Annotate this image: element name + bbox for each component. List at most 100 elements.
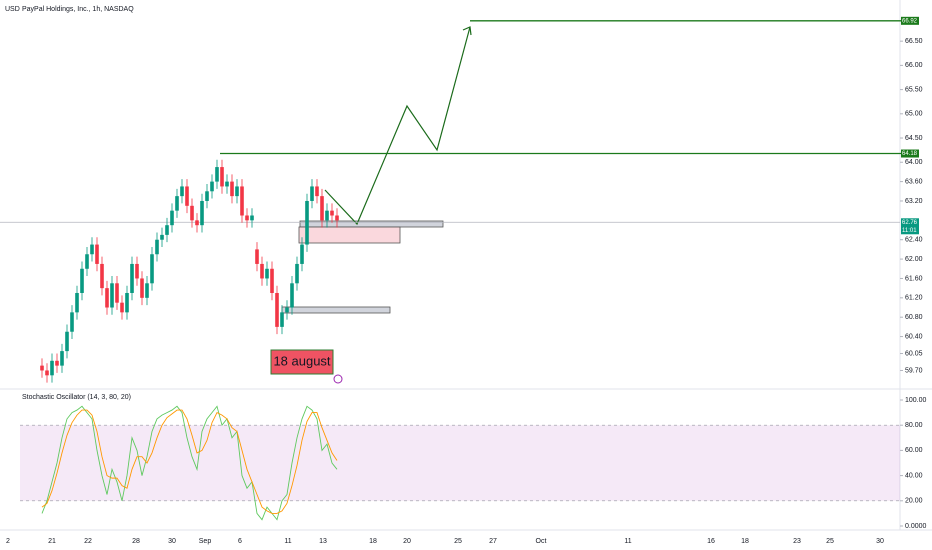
y-tick-label: 66.50 — [905, 38, 923, 45]
last-price-label: 62.76 — [902, 220, 918, 226]
candle-body — [165, 225, 169, 235]
candle-body — [280, 312, 284, 327]
candle-body — [250, 215, 254, 221]
candle-body — [335, 215, 339, 221]
candle-body — [55, 360, 59, 366]
x-tick-label: 11 — [284, 538, 291, 545]
x-tick-label: 22 — [84, 538, 92, 545]
x-tick-label: 2 — [6, 538, 10, 545]
candle-body — [95, 244, 99, 264]
level-tag — [901, 16, 919, 25]
y-tick-label: 65.00 — [905, 111, 923, 118]
y-tick-label: 60.40 — [905, 333, 923, 340]
x-tick-label: 21 — [48, 538, 56, 545]
candle-body — [135, 263, 139, 279]
candle-body — [105, 288, 109, 308]
candle-body — [255, 249, 259, 264]
y-tick-label: 61.20 — [905, 295, 923, 302]
candle-body — [310, 186, 314, 201]
zone — [299, 220, 444, 228]
band — [20, 425, 900, 501]
annotation-text: 18 august — [273, 353, 330, 368]
candle-body — [245, 215, 249, 221]
candle-body — [110, 283, 114, 308]
candle-body — [315, 186, 319, 197]
candle-body — [215, 167, 219, 182]
level-label: 66.92 — [902, 18, 918, 24]
last-price-tag — [901, 218, 919, 235]
x-tick-label: Oct — [536, 538, 547, 545]
candle-body — [170, 210, 174, 226]
candle-body — [160, 234, 164, 240]
oscillator-line — [41, 405, 338, 521]
candle-body — [60, 351, 64, 366]
candle-body — [185, 186, 189, 206]
candle-body — [85, 254, 89, 269]
x-tick-label: 16 — [707, 538, 715, 545]
y-tick-label: 60.00 — [905, 447, 923, 454]
x-tick-label: 23 — [793, 538, 801, 545]
x-tick-label: Sep — [199, 538, 212, 545]
candle-body — [325, 210, 329, 221]
candle-body — [125, 292, 129, 313]
candle-body — [210, 181, 214, 192]
countdown: 11:01 — [902, 228, 917, 234]
candle-body — [290, 283, 294, 308]
candle-body — [120, 302, 124, 313]
candle-body — [155, 239, 159, 255]
x-tick-label: 25 — [454, 538, 462, 545]
y-tick-label: 65.50 — [905, 86, 923, 93]
x-tick-label: 30 — [168, 538, 176, 545]
level-tag — [901, 149, 919, 158]
candle-body — [40, 365, 44, 371]
candle-body — [150, 254, 154, 284]
candle-body — [260, 263, 264, 279]
candle-body — [175, 196, 179, 211]
y-tick-label: 63.60 — [905, 178, 923, 185]
x-tick-label: 27 — [489, 538, 497, 545]
candle-body — [45, 370, 49, 376]
candle-body — [275, 292, 279, 327]
projection-path — [324, 26, 471, 226]
level-label: 64.18 — [902, 151, 918, 157]
candle-body — [265, 268, 269, 279]
candle-body — [140, 278, 144, 298]
y-tick-label: 59.70 — [905, 367, 923, 374]
y-tick-label: 20.00 — [905, 498, 923, 505]
candle-body — [205, 191, 209, 201]
y-tick-label: 40.00 — [905, 472, 923, 479]
candle-body — [295, 263, 299, 284]
y-tick-label: 62.40 — [905, 237, 923, 244]
candle-body — [285, 307, 289, 313]
candle-body — [240, 186, 244, 216]
annotation-box — [270, 349, 334, 375]
candle-body — [145, 283, 149, 298]
candle-body — [190, 205, 194, 221]
candle-body — [220, 167, 224, 187]
zone — [298, 226, 401, 244]
arrow-head — [462, 26, 472, 36]
candle-body — [65, 331, 69, 352]
x-tick-label: 25 — [826, 538, 834, 545]
candle-body — [75, 292, 79, 313]
y-tick-label: 62.00 — [905, 256, 923, 263]
candle-body — [320, 196, 324, 221]
x-tick-label: 20 — [403, 538, 411, 545]
y-tick-label: 66.00 — [905, 62, 923, 69]
currency: USD — [5, 6, 20, 13]
y-tick-label: 63.20 — [905, 198, 923, 205]
candle-body — [100, 263, 104, 289]
candle-body — [270, 268, 274, 293]
candle-body — [195, 220, 199, 226]
y-tick-label: 80.00 — [905, 422, 923, 429]
candle-body — [90, 244, 94, 255]
candle-body — [230, 181, 234, 197]
x-tick-label: 6 — [238, 538, 242, 545]
x-tick-label: 18 — [369, 538, 377, 545]
y-tick-label: 60.80 — [905, 314, 923, 321]
candle-body — [115, 283, 119, 303]
y-tick-label: 100.00 — [905, 397, 927, 404]
candle-body — [330, 210, 334, 216]
indicator-title: Stochastic Oscillator (14, 3, 80, 20) — [22, 394, 131, 401]
